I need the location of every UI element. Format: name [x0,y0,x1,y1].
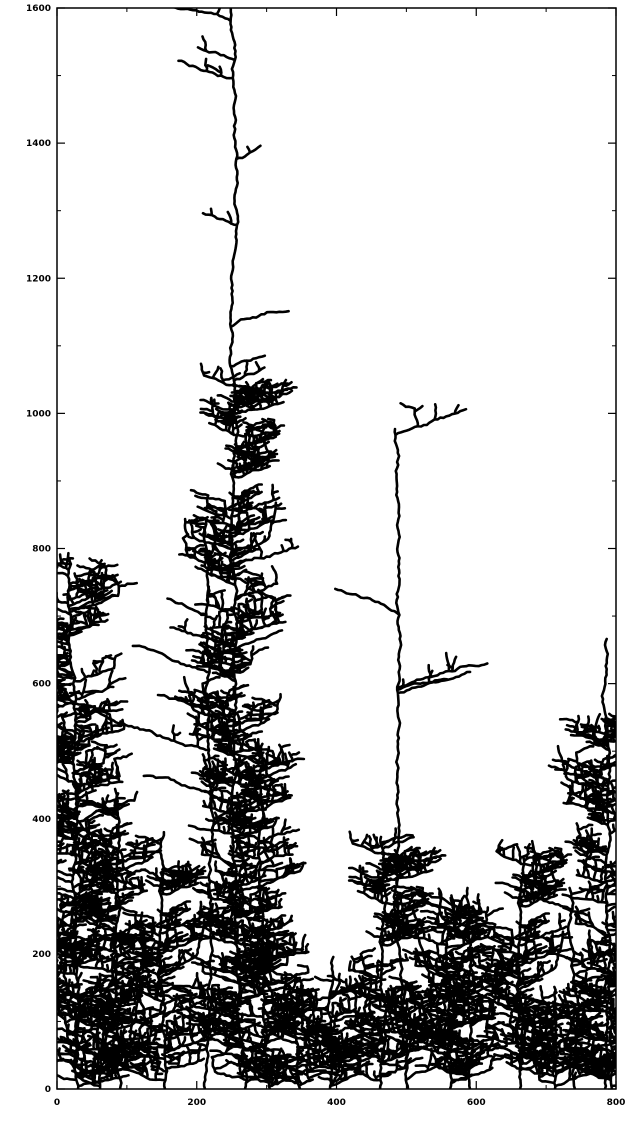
y-tick-label: 400 [32,815,51,825]
y-tick-label: 800 [32,545,51,555]
aggregate-cluster [393,879,517,1089]
x-tick-label: 800 [607,1098,626,1108]
aggregate-cluster [207,737,334,1089]
x-tick-label: 200 [187,1098,206,1108]
aggregate-cluster [57,981,147,1089]
y-tick-label: 200 [32,950,51,960]
x-tick-label: 0 [54,1098,60,1108]
y-tick-label: 1000 [26,409,51,419]
x-tick-label: 600 [467,1098,486,1108]
y-tick-label: 1600 [26,4,51,14]
y-tick-label: 0 [45,1085,51,1095]
aggregate-cluster [260,993,358,1089]
aggregate-cluster [493,985,612,1089]
y-tick-label: 600 [32,680,51,690]
aggregate [57,8,616,1089]
aggregate-cluster [547,637,616,1089]
y-tick-label: 1400 [26,139,51,149]
aggregate-cluster [57,551,147,1089]
x-tick-label: 400 [327,1098,346,1108]
y-tick-label: 1200 [26,274,51,284]
